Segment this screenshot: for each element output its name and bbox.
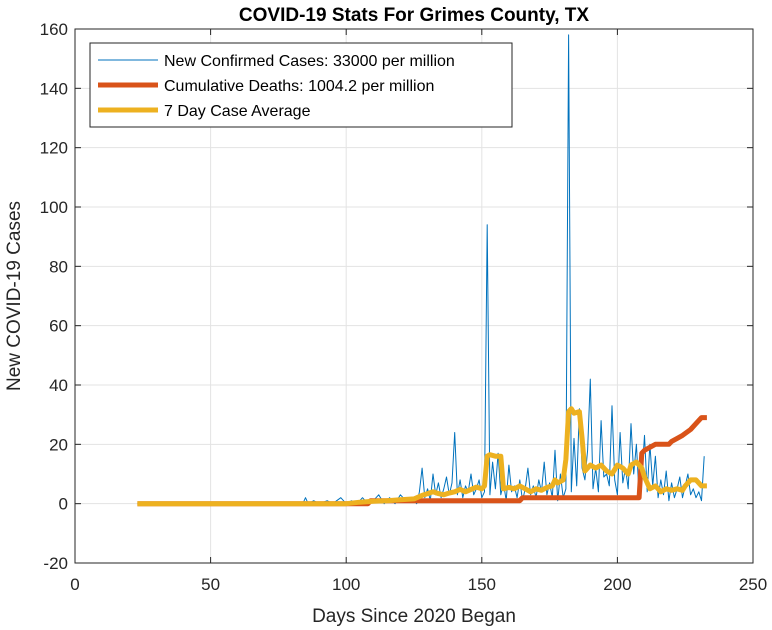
legend-item-seven-day-average: 7 Day Case Average (164, 103, 311, 120)
y-tick-label: 40 (49, 376, 68, 395)
legend-item-new-cases: New Confirmed Cases: 33000 per million (164, 53, 455, 70)
legend-box (89, 42, 513, 128)
legend-item-cumulative-deaths: Cumulative Deaths: 1004.2 per million (164, 78, 434, 95)
y-tick-label: 80 (49, 257, 68, 276)
y-tick-label: 0 (59, 495, 68, 514)
x-tick-label: 0 (70, 575, 79, 594)
y-tick-label: 20 (49, 435, 68, 454)
y-tick-label: 60 (49, 317, 68, 336)
x-tick-label: 100 (332, 575, 360, 594)
y-tick-label: 140 (40, 79, 68, 98)
y-tick-label: 120 (40, 139, 68, 158)
x-tick-label: 150 (468, 575, 496, 594)
legend: New Confirmed Cases: 33000 per million Cu… (89, 42, 513, 128)
x-axis-label: Days Since 2020 Began (312, 606, 516, 627)
x-tick-label: 250 (739, 575, 767, 594)
x-tick-label: 200 (603, 575, 631, 594)
y-tick-label: 160 (40, 20, 68, 39)
x-tick-label: 50 (201, 575, 220, 594)
y-tick-label: -20 (43, 554, 68, 573)
seven-day-average-line (137, 406, 707, 507)
y-tick-label: 100 (40, 198, 68, 217)
series-layer (137, 34, 707, 507)
y-axis-label: New COVID-19 Cases (4, 201, 25, 391)
axes-frame (74, 28, 754, 564)
chart-title: COVID-19 Stats For Grimes County, TX (239, 5, 589, 26)
